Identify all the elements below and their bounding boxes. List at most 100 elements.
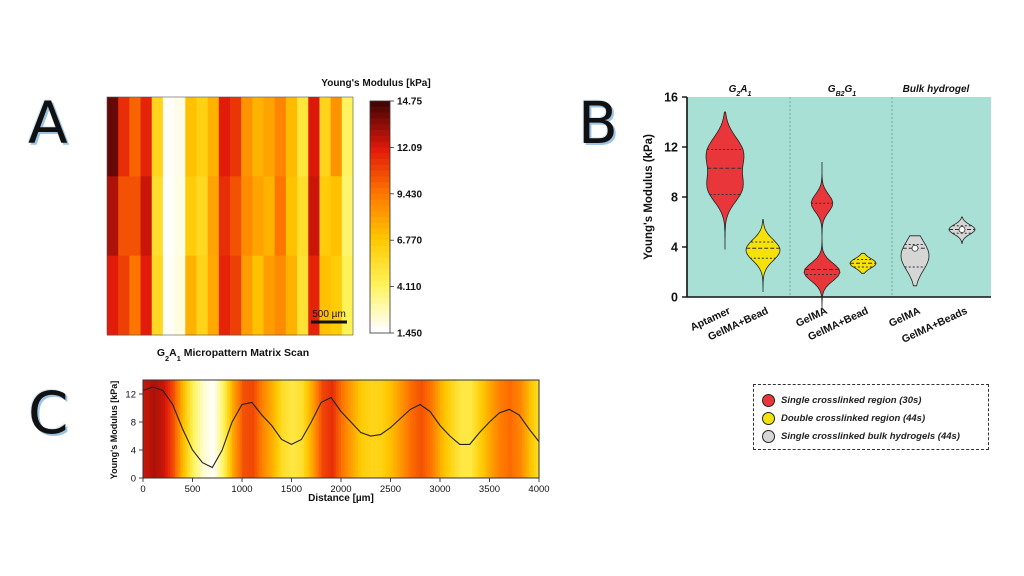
heatmap-cell	[174, 255, 186, 336]
heatmap-cell	[129, 97, 142, 177]
colorbar-segment	[370, 153, 390, 160]
heatmap-cell	[308, 97, 320, 177]
heat-strip-segment	[212, 380, 216, 478]
heat-strip-segment	[199, 380, 203, 478]
heat-strip-segment	[430, 380, 434, 478]
legend-label-double: Double crosslinked region (44s)	[781, 412, 926, 424]
colorbar-segment	[370, 286, 390, 293]
heatmap-cell	[140, 176, 153, 257]
heat-strip-segment	[425, 380, 429, 478]
colorbar-segment	[370, 280, 390, 288]
heat-strip-segment	[279, 380, 283, 478]
heatmap-cell	[151, 176, 164, 257]
heat-strip-segment	[447, 380, 451, 478]
colorbar-segment	[370, 240, 390, 247]
colorbar-segment	[370, 188, 390, 195]
group-title-1-part-3: 1	[852, 91, 856, 98]
heat-strip-segment	[321, 380, 325, 478]
heatmap-cell	[241, 255, 253, 336]
colorbar-segment	[370, 141, 390, 148]
heatmap-cell	[218, 255, 231, 336]
colorbar-segment	[370, 170, 390, 177]
y-axis-label: Young's Modulus [kPa]	[109, 381, 119, 479]
heat-strip-segment	[504, 380, 508, 478]
heat-strip-segment	[289, 380, 293, 478]
heatmap-cell	[285, 97, 298, 177]
heatmap-cell	[174, 97, 186, 177]
heat-strip-segment	[400, 380, 404, 478]
group-title-2-part-0: Bulk hydrogel	[903, 84, 970, 95]
heatmap-cell	[274, 97, 287, 177]
heatmap-cell	[230, 97, 242, 177]
colorbar-segment	[370, 211, 390, 218]
heat-strip-segment	[239, 380, 243, 478]
heat-strip-segment	[395, 380, 399, 478]
colorbar-tick-label: 12.09	[397, 143, 422, 154]
heatmap-cell	[185, 97, 197, 177]
heatmap-cell	[129, 255, 142, 336]
heatmap-cell	[196, 176, 209, 257]
heat-strip-segment	[509, 380, 513, 478]
heat-strip-segment	[385, 380, 389, 478]
heat-strip-segment	[462, 380, 466, 478]
x-tick-label: 2000	[330, 484, 351, 495]
heatmap-cell	[263, 255, 276, 336]
y-tick-label: 0	[671, 291, 678, 305]
colorbar-segment	[370, 112, 390, 119]
colorbar-segment	[370, 124, 390, 131]
x-tick-label: 3000	[429, 484, 450, 495]
colorbar-segment	[370, 275, 390, 282]
heat-strip-segment	[249, 380, 253, 478]
heat-strip-segment	[303, 380, 307, 478]
heat-strip-segment	[467, 380, 471, 478]
heat-strip-segment	[244, 380, 248, 478]
colorbar-segment	[370, 164, 390, 172]
violin-1	[745, 219, 781, 292]
heat-strip-segment	[224, 380, 228, 478]
y-tick-label: 4	[131, 446, 136, 457]
heat-strip-segment	[365, 380, 369, 478]
panel-letter-b: B	[578, 89, 618, 157]
heat-strip-segment	[410, 380, 414, 478]
heat-strip-segment	[170, 380, 174, 478]
heat-strip-segment	[360, 380, 364, 478]
heatmap-caption-part-1: 2	[165, 354, 169, 363]
heatmap-cell	[285, 176, 298, 257]
heatmap-cell	[207, 97, 220, 177]
colorbar-segment	[370, 130, 390, 137]
x-tick-label: 4000	[528, 484, 549, 495]
colorbar-segment	[370, 263, 390, 270]
heat-strip-segment	[474, 380, 478, 478]
heat-strip-segment	[427, 380, 431, 478]
heat-strip-segment	[274, 380, 278, 478]
heatmap-caption-part-4: Micropattern Matrix Scan	[181, 347, 309, 359]
heat-strip-segment	[281, 380, 285, 478]
heat-strip-segment	[514, 380, 518, 478]
heat-strip-segment	[519, 380, 523, 478]
heatmap-cell	[330, 97, 343, 177]
heat-strip-segment	[472, 380, 476, 478]
heat-strip-segment	[534, 380, 538, 478]
colorbar-segment	[370, 292, 390, 299]
heat-strip-segment	[506, 380, 510, 478]
heat-strip-segment	[435, 380, 439, 478]
heat-strip-segment	[232, 380, 236, 478]
heatmap-cell	[107, 255, 119, 336]
heatmap-cell	[341, 97, 354, 177]
legend-item-double: Double crosslinked region (44s)	[762, 409, 980, 427]
group-title-0-part-2: A	[739, 84, 747, 95]
x-tick-label: 500	[185, 484, 201, 495]
heatmap-cell	[230, 255, 242, 336]
heat-strip-segment	[454, 380, 458, 478]
heat-strip-segment	[217, 380, 221, 478]
x-tick-label: 0	[140, 484, 145, 495]
heat-strip-segment	[499, 380, 503, 478]
heat-strip-segment	[326, 380, 330, 478]
heatmap-cell	[308, 176, 320, 257]
colorbar-segment	[370, 269, 390, 276]
colorbar-segment	[370, 327, 390, 334]
colorbar-segment	[370, 309, 390, 317]
heat-strip-segment	[219, 380, 223, 478]
heat-strip-segment	[449, 380, 453, 478]
heatmap-caption-part-2: A	[169, 347, 177, 359]
